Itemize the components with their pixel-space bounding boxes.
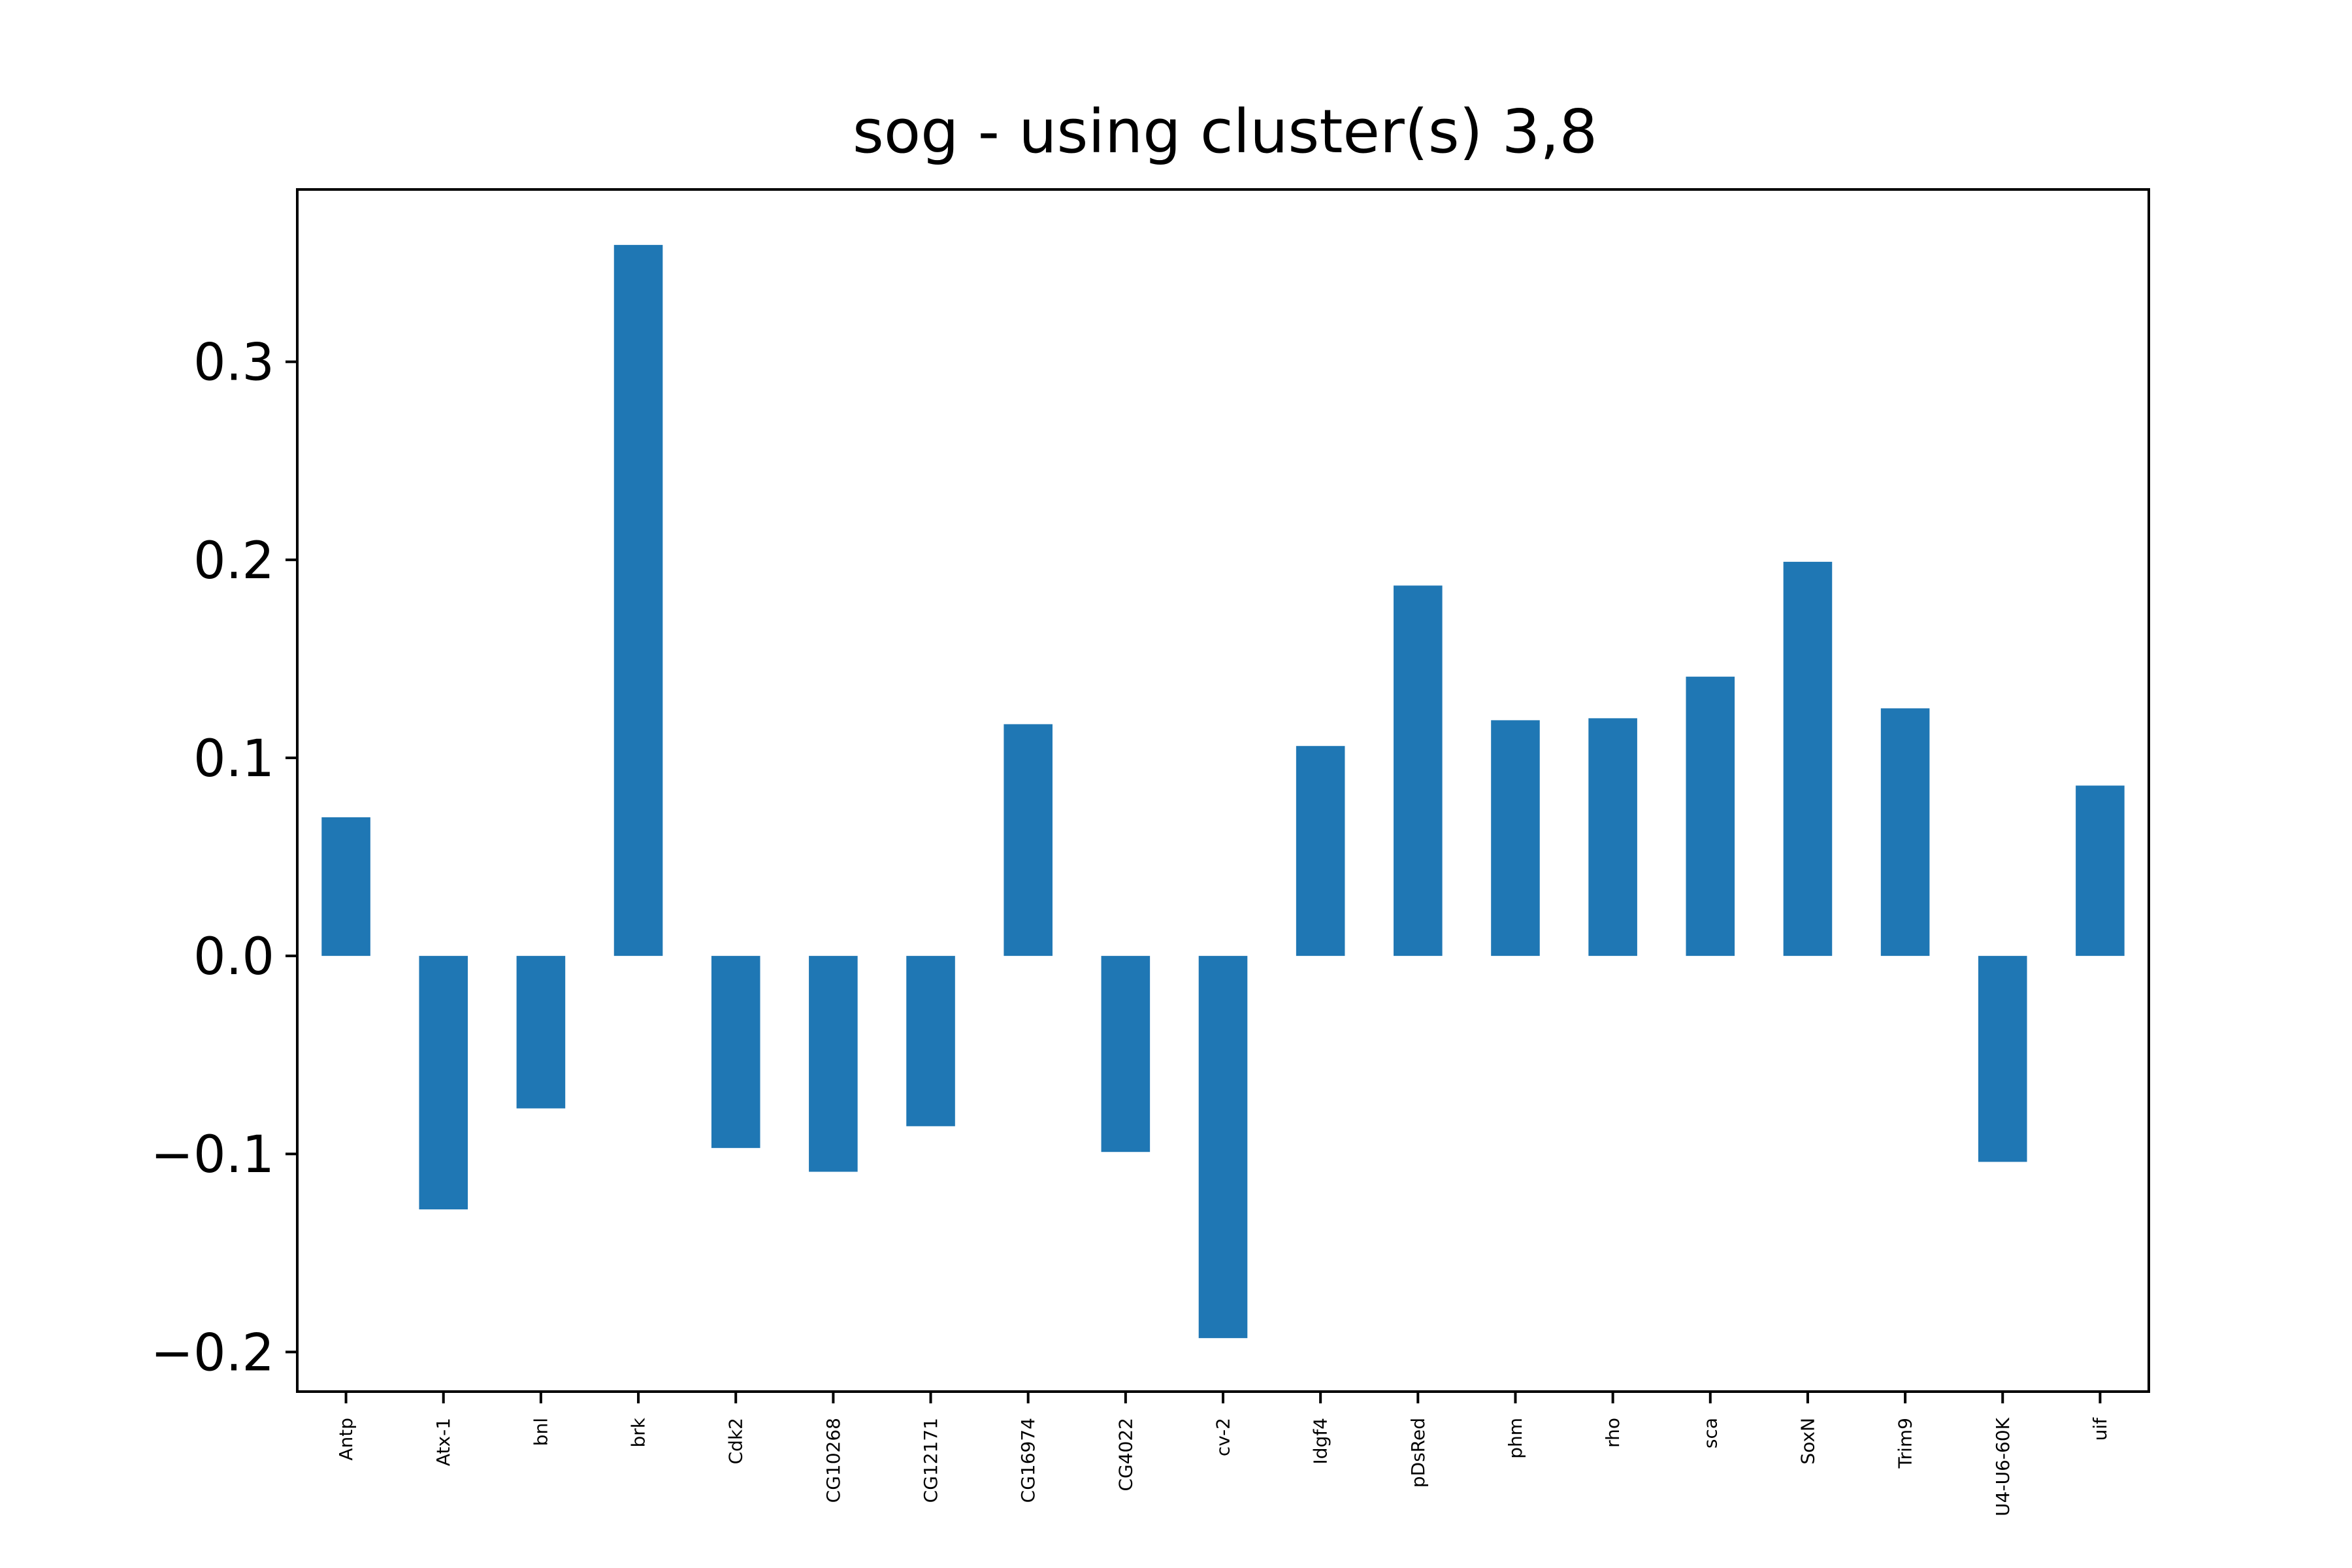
bar-uif <box>2076 785 2125 956</box>
x-tick-label: Antp <box>335 1418 357 1461</box>
bar-Trim9 <box>1880 708 1930 956</box>
bar-CG12171 <box>906 956 955 1126</box>
x-tick-label: Cdk2 <box>725 1418 747 1464</box>
y-tick-label: 0.1 <box>193 730 274 789</box>
x-tick-label: phm <box>1505 1418 1526 1459</box>
x-tick-label: bnl <box>530 1418 551 1446</box>
x-tick-label: U4-U6-60K <box>1992 1417 2014 1516</box>
x-axis: Antp Atx-1 bnl brk Cdk2 CG10268 CG12171 CG16974… <box>335 1392 2111 1516</box>
bar-phm <box>1491 720 1540 956</box>
bar-CG10268 <box>809 956 858 1172</box>
x-tick-label: CG16974 <box>1017 1418 1039 1503</box>
bar-brk <box>613 244 663 956</box>
bar-Cdk2 <box>711 956 760 1149</box>
bar-pDsRed <box>1394 585 1443 956</box>
plot-frame <box>296 188 2150 1393</box>
x-tick-label: CG10268 <box>823 1418 844 1503</box>
bar-sca <box>1686 676 1735 956</box>
bar-U4-U6-60K <box>1978 956 2027 1162</box>
y-tick-label: −0.1 <box>151 1126 274 1184</box>
x-tick-label: pDsRed <box>1407 1418 1429 1488</box>
bar-cv-2 <box>1198 956 1248 1339</box>
y-tick-label: 0.2 <box>193 532 274 591</box>
y-axis: −0.2 −0.1 0.0 0.1 0.2 0.3 <box>151 334 297 1382</box>
x-tick-label: SoxN <box>1797 1418 1818 1465</box>
bar-rho <box>1588 718 1637 956</box>
bar-Antp <box>321 817 370 956</box>
x-tick-label: CG12171 <box>920 1418 941 1503</box>
x-tick-label: rho <box>1602 1418 1624 1448</box>
bar-SoxN <box>1783 561 1833 956</box>
bar-CG16974 <box>1004 724 1053 956</box>
y-tick-label: 0.0 <box>193 928 274 987</box>
bar-Atx-1 <box>419 956 468 1210</box>
x-tick-label: sca <box>1699 1418 1721 1448</box>
y-tick-label: 0.3 <box>193 334 274 393</box>
x-tick-label: Idgf4 <box>1310 1418 1331 1464</box>
y-tick-label: −0.2 <box>151 1324 274 1382</box>
x-tick-label: Atx-1 <box>433 1418 454 1466</box>
x-tick-label: uif <box>2089 1417 2111 1441</box>
bar-CG4022 <box>1101 956 1151 1152</box>
x-tick-label: brk <box>628 1417 649 1447</box>
bar-bnl <box>516 956 566 1109</box>
x-tick-label: Trim9 <box>1895 1418 1916 1469</box>
bars-group <box>321 244 2125 1339</box>
x-tick-label: cv-2 <box>1213 1418 1234 1456</box>
bar-Idgf4 <box>1296 745 1345 956</box>
chart-title: sog - using cluster(s) 3,8 <box>853 97 1597 167</box>
x-tick-label: CG4022 <box>1115 1418 1136 1492</box>
